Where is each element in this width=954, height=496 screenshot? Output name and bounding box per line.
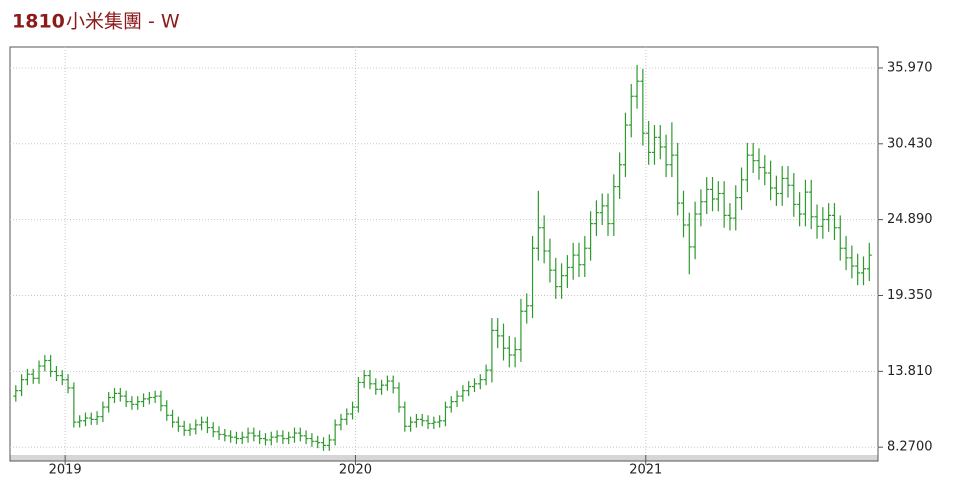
chart-title: 小米集團 - W [66, 11, 180, 33]
y-tick-label: 24.890 [887, 212, 933, 227]
y-tick-label: 13.810 [887, 364, 933, 379]
y-tick-label: 35.970 [887, 60, 933, 75]
x-tick-label: 2020 [339, 463, 372, 478]
x-axis-band [10, 455, 878, 461]
y-tick-label: 8.2700 [887, 440, 933, 455]
symbol: 1810 [12, 11, 65, 33]
y-tick-label: 19.350 [887, 288, 933, 303]
x-tick-label: 2019 [49, 463, 82, 478]
y-tick-label: 30.430 [887, 136, 933, 151]
plot-frame [9, 46, 879, 462]
x-tick-label: 2021 [629, 463, 662, 478]
